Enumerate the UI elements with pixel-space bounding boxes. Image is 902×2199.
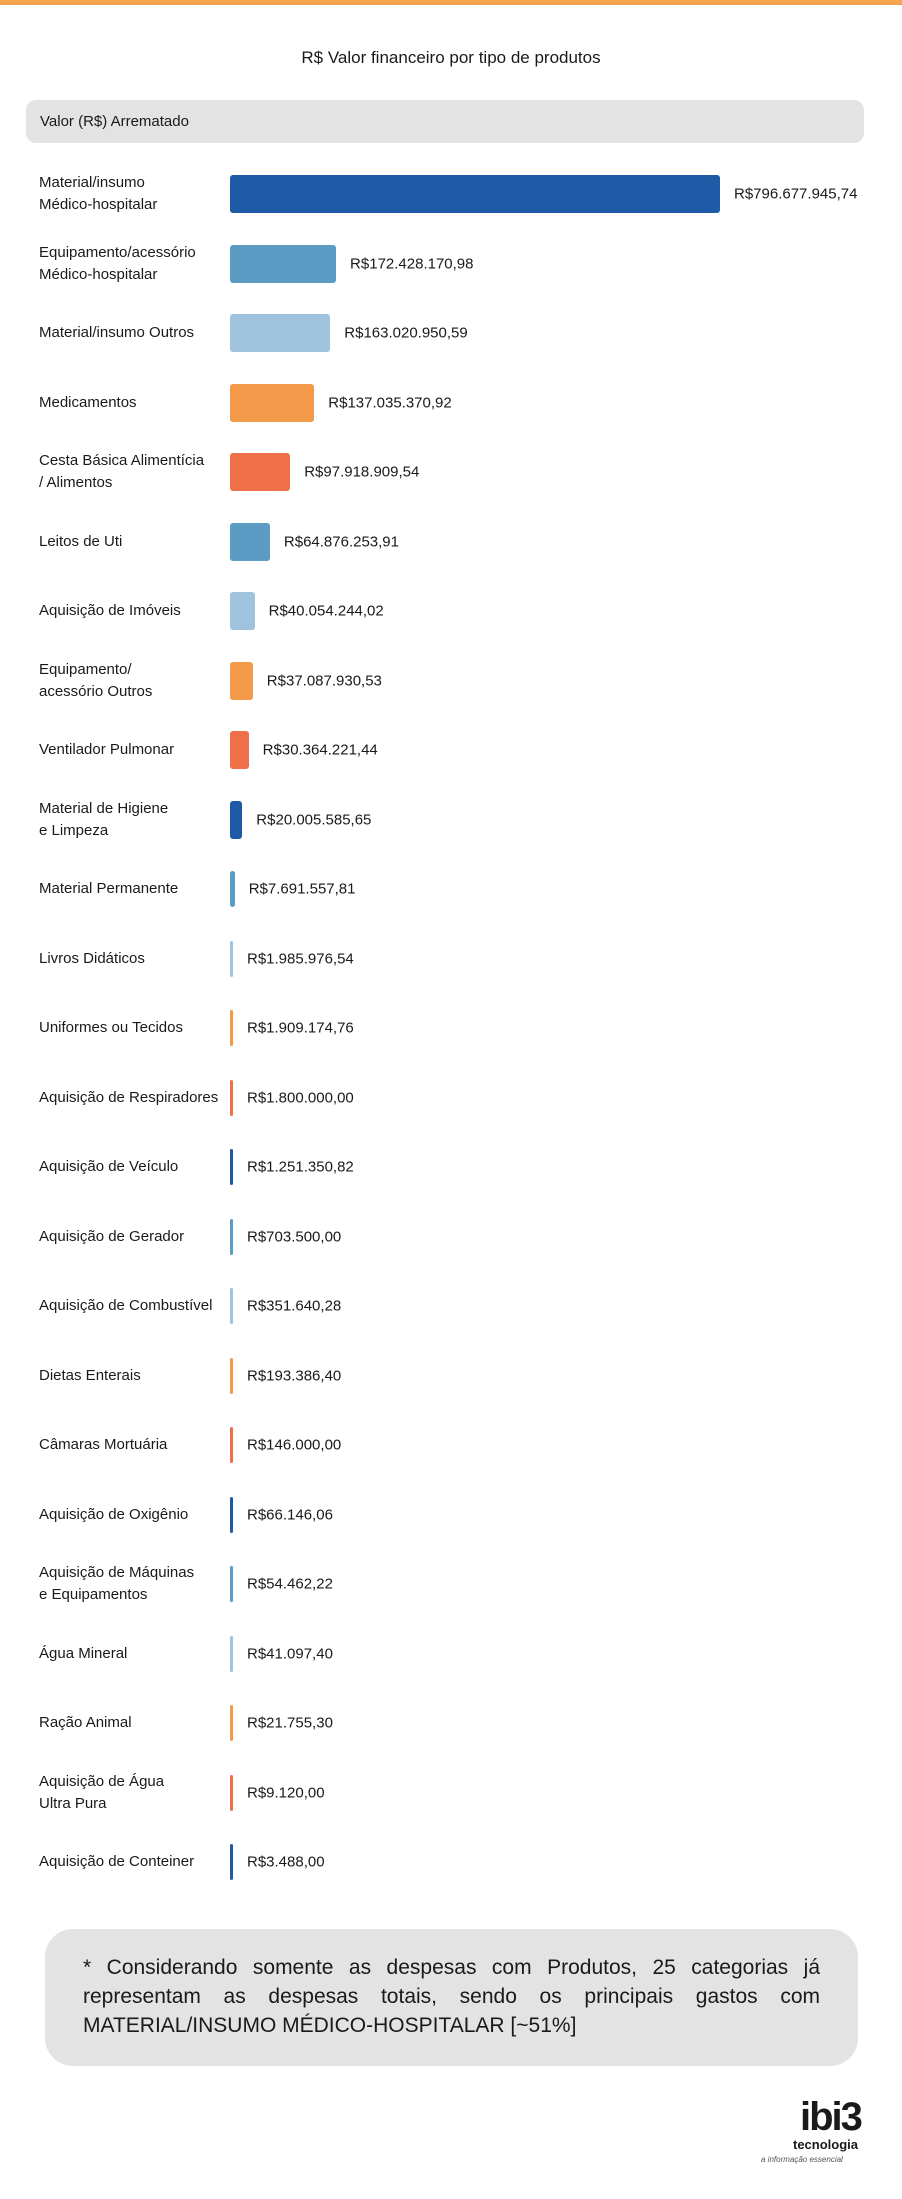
- value-label: R$97.918.909,54: [304, 463, 420, 481]
- value-header-text: Valor (R$) Arrematado: [40, 113, 189, 130]
- value-label: R$21.755,30: [247, 1714, 333, 1732]
- bar: [230, 1635, 233, 1672]
- top-accent: [0, 0, 902, 5]
- category-label: Equipamento/ acessório Outros: [39, 660, 153, 700]
- logo: ibi3 tecnologia a informação essencial: [755, 2095, 875, 2175]
- category-label: Material de Higiene e Limpeza: [39, 799, 169, 839]
- value-label: R$1.800.000,00: [247, 1089, 354, 1106]
- value-label: R$1.985.976,54: [247, 950, 354, 967]
- value-label: R$40.054.244,02: [268, 602, 384, 620]
- logo-tagline: tecnologia: [793, 2137, 859, 2152]
- category-label: Aquisição de Gerador: [39, 1227, 185, 1245]
- value-header: Valor (R$) Arrematado: [26, 100, 864, 143]
- logo-slogan: a informação essencial: [761, 2155, 843, 2164]
- bar: [230, 1566, 233, 1602]
- value-label: R$37.087.930,53: [266, 672, 382, 689]
- category-label: Câmaras Mortuária: [39, 1436, 168, 1453]
- bar: [230, 522, 270, 561]
- bar: [230, 314, 331, 352]
- category-label: Leitos de Uti: [39, 532, 123, 550]
- category-label: Aquisição de Água Ultra Pura: [39, 1772, 165, 1812]
- bar: [230, 175, 720, 213]
- footnote: * Considerando somente as despesas com P…: [45, 1929, 858, 2066]
- value-label: R$163.020.950,59: [344, 324, 468, 342]
- value-label: R$41.097,40: [247, 1645, 333, 1662]
- bar: [230, 1218, 233, 1255]
- bar: [230, 1774, 233, 1811]
- value-label: R$1.251.350,82: [247, 1158, 354, 1176]
- bar: [230, 940, 233, 977]
- bar: [230, 383, 315, 422]
- bar: [230, 1844, 233, 1880]
- value-label: R$172.428.170,98: [350, 255, 474, 272]
- bar: [230, 1357, 233, 1394]
- category-label: Aquisição de Conteiner: [39, 1853, 195, 1870]
- category-label: Material/insumo Médico-hospitalar: [39, 174, 158, 213]
- bar: [230, 731, 249, 769]
- bar: [230, 871, 235, 907]
- category-label: Uniformes ou Tecidos: [39, 1019, 183, 1036]
- value-label: R$64.876.253,91: [283, 533, 399, 550]
- bar: [230, 1288, 233, 1324]
- category-label: Material Permanente: [39, 880, 179, 897]
- bar: [230, 592, 255, 630]
- category-label: Livros Didáticos: [39, 949, 145, 967]
- value-label: R$1.909.174,76: [247, 1019, 354, 1037]
- value-label: R$30.364.221,44: [262, 741, 378, 759]
- bar: [230, 661, 253, 700]
- value-label: R$137.035.370,92: [328, 394, 452, 411]
- value-label: R$9.120,00: [247, 1784, 325, 1801]
- chart: Material/insumo Médico-hospitalar R$796.6…: [39, 174, 858, 1880]
- category-label: Aquisição de Oxigênio: [39, 1505, 189, 1523]
- bar: [230, 1496, 233, 1533]
- category-label: Aquisição de Respiradores: [39, 1088, 219, 1106]
- value-label: R$7.691.557,81: [248, 880, 356, 898]
- value-label: R$54.462,22: [247, 1575, 333, 1593]
- chart-title: R$ Valor financeiro por tipo de produtos: [301, 48, 601, 67]
- category-label: Medicamentos: [39, 393, 137, 411]
- bar: [230, 800, 243, 839]
- category-label: Cesta Básica Alimentícia / Alimentos: [39, 452, 205, 491]
- category-label: Aquisição de Imóveis: [39, 602, 181, 619]
- category-label: Dietas Enterais: [39, 1366, 141, 1384]
- category-label: Ventilador Pulmonar: [39, 741, 175, 758]
- value-label: R$703.500,00: [247, 1228, 342, 1245]
- bar: [230, 1079, 233, 1116]
- category-label: Aquisição de Máquinas e Equipamentos: [39, 1564, 195, 1603]
- value-label: R$146.000,00: [247, 1436, 342, 1454]
- value-label: R$796.677.945,74: [734, 185, 858, 203]
- bar: [230, 453, 291, 491]
- category-label: Ração Animal: [39, 1714, 132, 1731]
- category-label: Água Mineral: [39, 1644, 128, 1662]
- value-label: R$66.146,06: [247, 1506, 333, 1523]
- bar: [230, 244, 337, 283]
- bar: [230, 1427, 233, 1463]
- category-label: Material/insumo Outros: [39, 324, 195, 341]
- value-label: R$193.386,40: [247, 1367, 342, 1384]
- category-label: Aquisição de Veículo: [39, 1158, 179, 1175]
- value-label: R$20.005.585,65: [256, 811, 372, 828]
- value-label: R$351.640,28: [247, 1297, 342, 1315]
- bar: [230, 1149, 233, 1185]
- category-label: Aquisição de Combustível: [39, 1297, 213, 1314]
- value-label: R$3.488,00: [247, 1853, 325, 1871]
- bar: [230, 1010, 233, 1046]
- logo-name: ibi3: [800, 2095, 863, 2139]
- category-label: Equipamento/acessório Médico-hospitalar: [39, 243, 196, 283]
- bar: [230, 1705, 233, 1741]
